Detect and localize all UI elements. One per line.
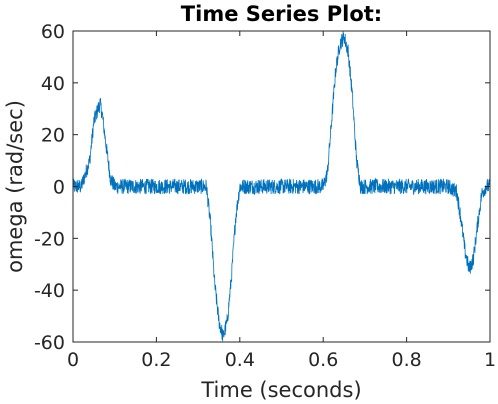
x-tick-label: 0.4 — [225, 349, 255, 371]
y-tick-label: -20 — [34, 228, 65, 250]
x-axis-title: Time (seconds) — [200, 378, 361, 402]
series-line — [72, 30, 491, 342]
y-tick-label: 0 — [53, 177, 65, 199]
x-tick-label: 0.6 — [308, 349, 338, 371]
plot-area — [72, 30, 491, 342]
y-tick-label: 40 — [41, 73, 65, 95]
x-tick-label: 0.8 — [391, 349, 421, 371]
y-tick-label: -60 — [34, 332, 65, 354]
y-tick-label: 60 — [41, 21, 65, 43]
y-axis-title: omega (rad/sec) — [3, 100, 27, 273]
x-tick-label: 0 — [67, 349, 79, 371]
y-tick-label: -40 — [34, 280, 65, 302]
x-tick-label: 1 — [484, 349, 496, 371]
axes: 0 0.2 0.4 0.6 0.8 1 -60 -40 -20 0 20 40 60 — [34, 21, 496, 371]
y-tick-label: 20 — [41, 125, 65, 147]
x-tick-label: 0.2 — [141, 349, 171, 371]
chart-title: Time Series Plot: — [181, 2, 382, 26]
